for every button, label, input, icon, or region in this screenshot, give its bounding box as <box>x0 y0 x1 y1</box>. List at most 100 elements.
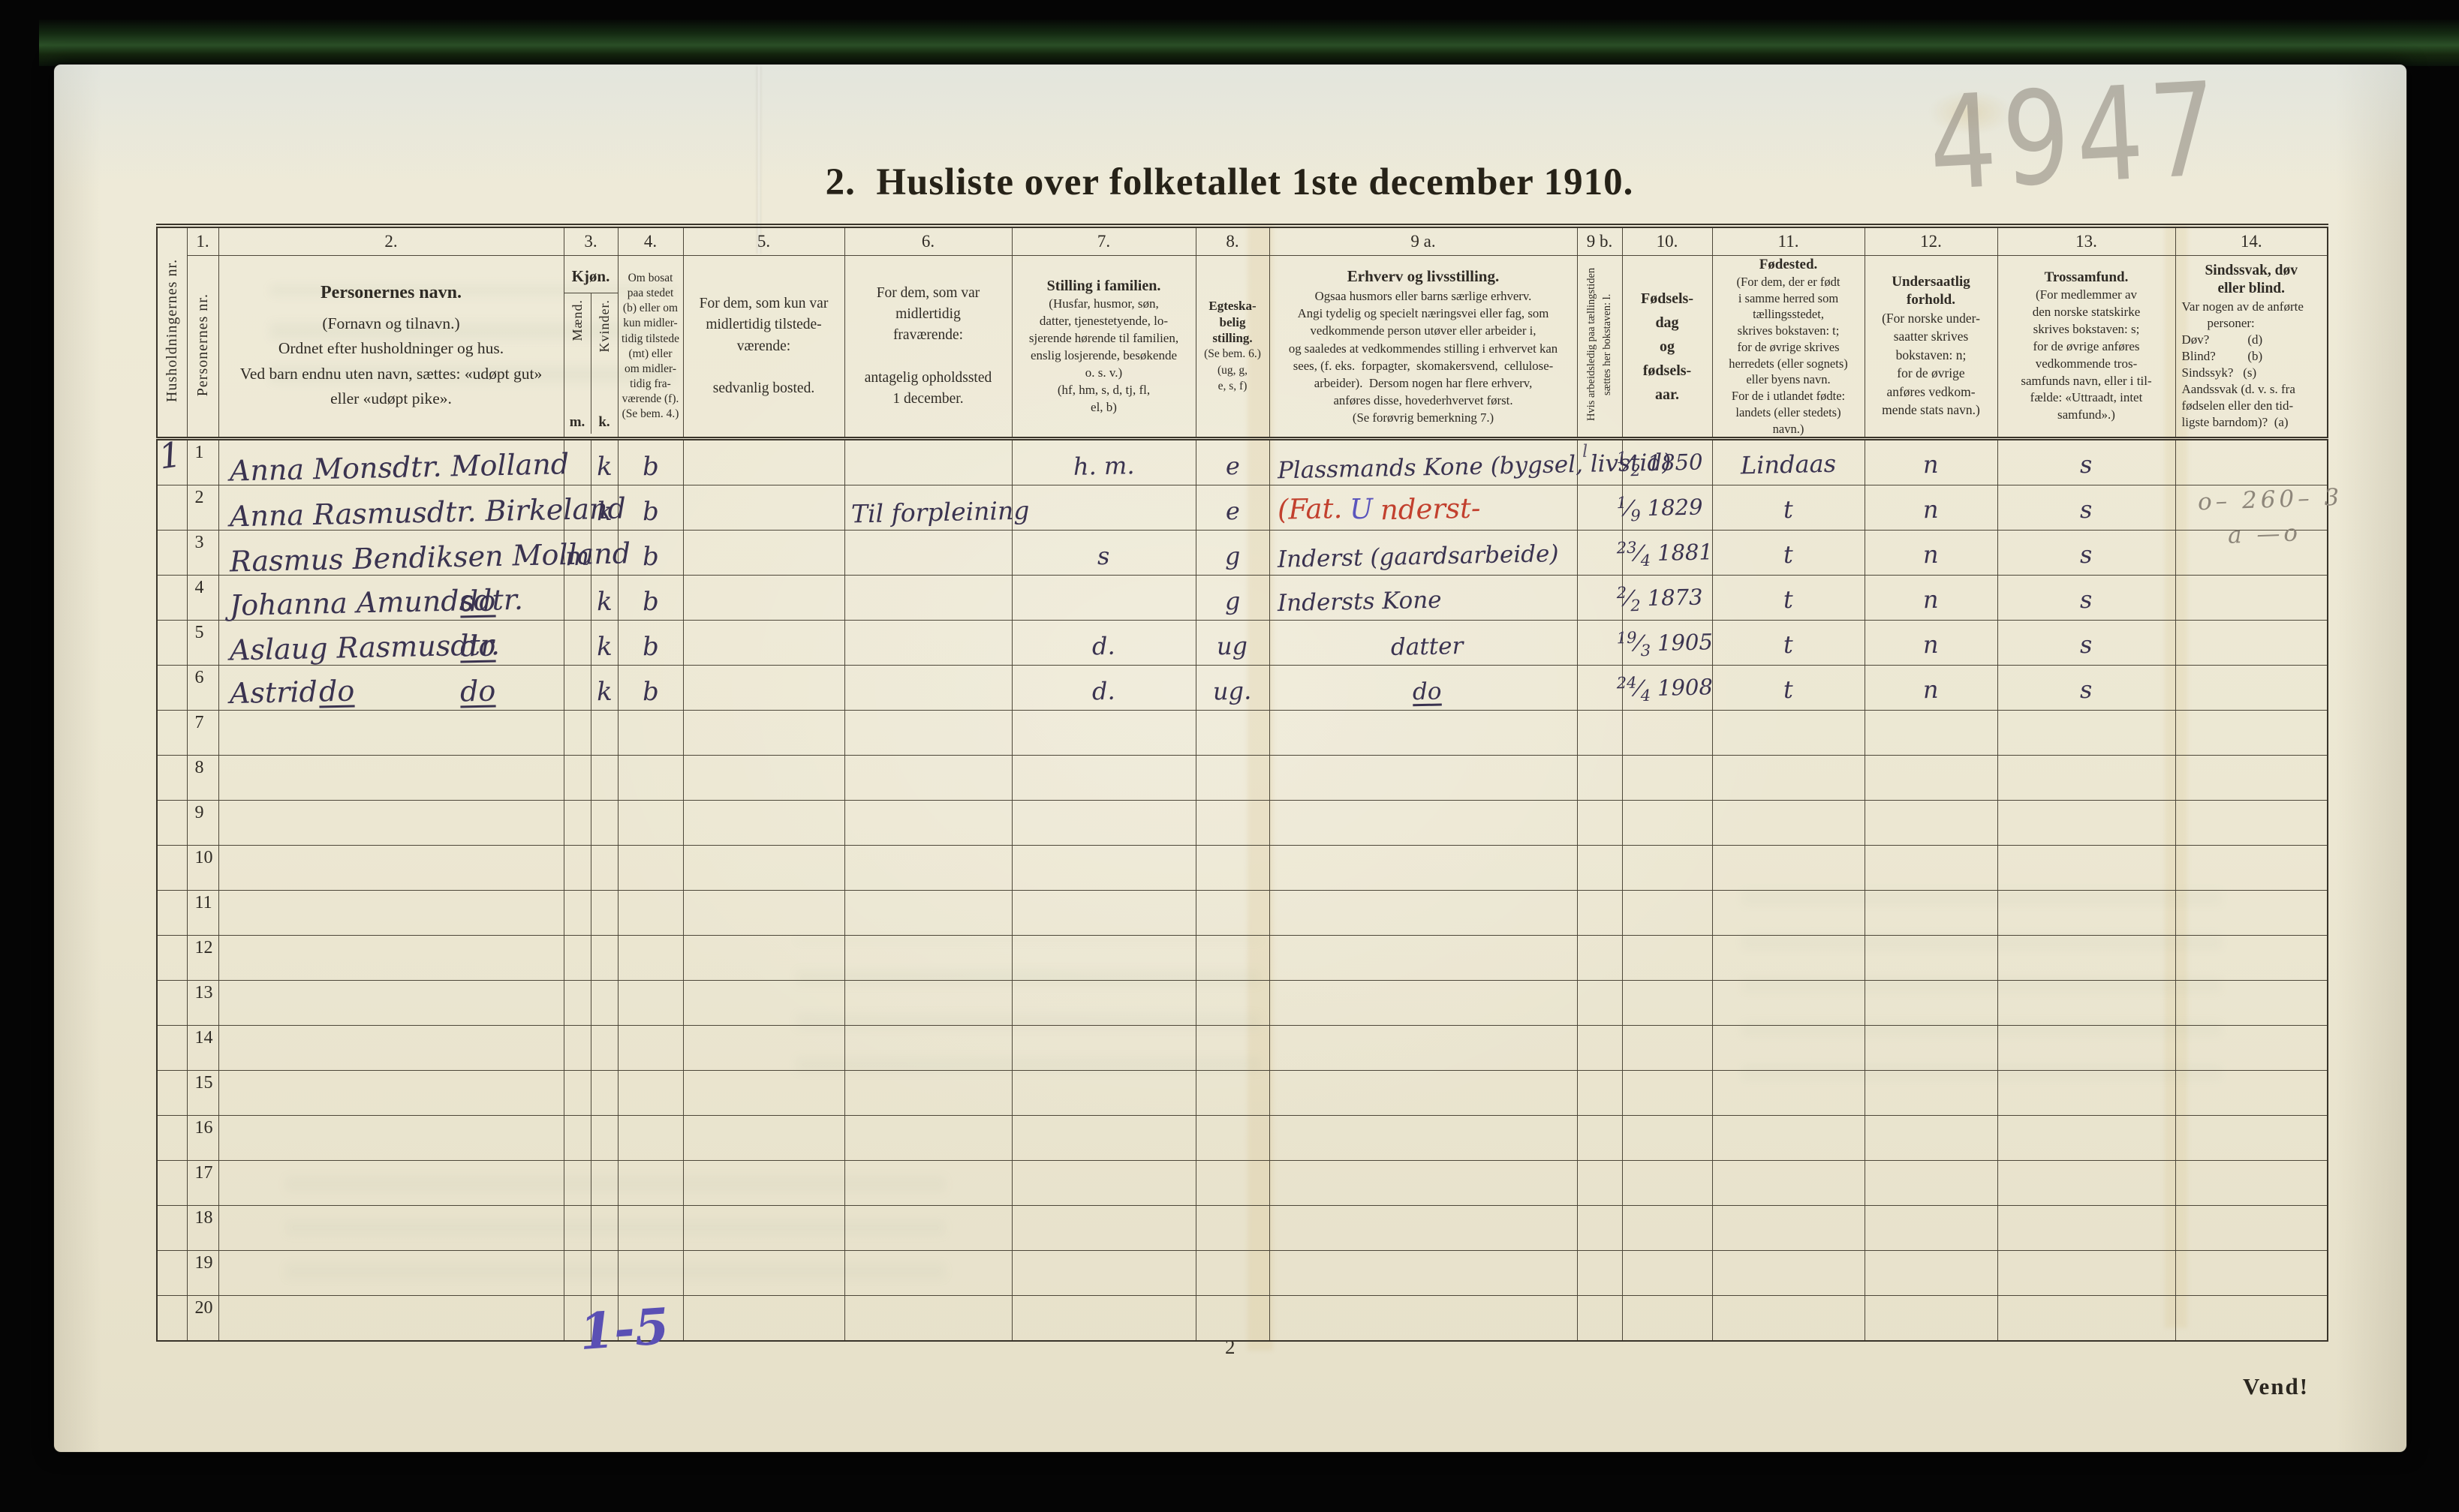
row-number: 14 <box>194 1028 213 1048</box>
cell-c7-row-18 <box>1011 1205 1196 1252</box>
cell-c9b-row-10 <box>1576 845 1623 891</box>
cell-c9b-row-20 <box>1576 1295 1623 1342</box>
table-row-6: 6 Astrid do do k b d. ug. do 24⁄4 1908 t n s <box>156 665 2328 711</box>
cell-c7-row-8 <box>1011 755 1196 801</box>
cell-c6-row-11 <box>844 890 1013 936</box>
cell-c5-row-3 <box>682 530 845 576</box>
header-birthdate: Fødsels- dag og fødsels- aar. <box>1621 254 1713 440</box>
header-disabilities: Sindssvak, døv eller blind. Var nogen av… <box>2175 254 2328 440</box>
cell-c14-row-12 <box>2175 935 2328 981</box>
handwritten-entry: 19⁄3 1905 <box>1615 628 1713 660</box>
cell-c10-row-16 <box>1621 1115 1713 1162</box>
cell-c14-row-7 <box>2175 710 2328 756</box>
header-marital-status-note: (Se bem. 6.) (ug, g, e, s, f) <box>1204 347 1261 393</box>
cell-c13-row-18 <box>1997 1205 2176 1252</box>
cell-k-row-19 <box>590 1250 619 1297</box>
cell-c6-row-13 <box>844 980 1013 1027</box>
handwritten-entry: datter <box>1390 633 1464 662</box>
row-number: 12 <box>194 938 213 958</box>
page-title: 2. Husliste over folketallet 1ste decemb… <box>825 161 1634 203</box>
cell-name-row-4: Johanna Amundsdtr. do <box>218 575 564 622</box>
cell-c7-row-1: h. m. <box>1011 438 1196 486</box>
cell-c9a-row-9 <box>1269 800 1578 846</box>
handwritten-entry: k <box>596 452 612 482</box>
header-name-title: Personernes navn. <box>321 283 462 303</box>
header-sex-male: Mænd. m. <box>564 293 591 434</box>
cell-c7-row-16 <box>1011 1115 1196 1162</box>
handwritten-entry: k <box>596 632 612 663</box>
cell-c9a-row-3: Inderst (gaardsarbeide) <box>1269 530 1578 576</box>
header-occupation-title: Erhverv og livsstilling. <box>1347 266 1500 285</box>
cell-c12-row-7 <box>1864 710 1998 756</box>
cell-c7-row-10 <box>1011 845 1196 891</box>
cell-c10-row-2: 1⁄9 1829 <box>1616 485 1713 531</box>
header-religion-title: Trossamfund. <box>2044 269 2129 286</box>
cell-c6-row-19 <box>844 1250 1013 1297</box>
row-number: 4 <box>194 578 204 598</box>
cell-c8-row-17 <box>1195 1160 1270 1207</box>
cell-c4-row-15 <box>617 1070 684 1117</box>
handwritten-entry: 1⁄9 1829 <box>1615 493 1703 525</box>
handwritten-entry: b <box>642 542 659 573</box>
handwritten-entry: n <box>1922 450 1940 479</box>
cell-c9b-row-18 <box>1576 1205 1623 1252</box>
cell-c10-row-12 <box>1621 935 1713 981</box>
cell-c5-row-18 <box>682 1205 845 1252</box>
cell-hh-row-16 <box>156 1115 188 1162</box>
cell-name-row-1: Anna Monsdtr. Molland <box>218 438 569 488</box>
row-number: 2 <box>194 488 204 508</box>
cell-c6-row-7 <box>844 710 1013 756</box>
cell-c12-row-4: n <box>1864 575 1998 621</box>
cell-c12-row-6: n <box>1864 665 1998 711</box>
cell-c14-row-5 <box>2175 620 2328 666</box>
cell-c9a-row-13 <box>1269 980 1578 1027</box>
cell-c14-row-6 <box>2175 665 2328 711</box>
handwritten-entry: e <box>1225 452 1240 481</box>
cell-c10-row-11 <box>1621 890 1713 936</box>
cell-c8-row-4: g <box>1195 575 1270 621</box>
handwritten-entry: s <box>2079 450 2093 479</box>
cell-c6-row-15 <box>844 1070 1013 1117</box>
cell-c8-row-18 <box>1195 1205 1270 1252</box>
cell-c9b-row-13 <box>1576 980 1623 1027</box>
header-male-abbr: m. <box>569 413 585 430</box>
handwritten-entry: g <box>1224 587 1241 616</box>
table-row-1: 1 1 Anna Monsdtr. Molland k b h. m. e Plassmand… <box>156 434 2328 488</box>
cell-c4-row-5: b <box>617 620 684 666</box>
cell-k-row-3 <box>590 530 619 576</box>
cell-hh-row-4 <box>156 575 188 621</box>
pencil-margin-note-line1: o– 260– 3 <box>2197 483 2343 516</box>
cell-nr-row-11: 11 <box>186 890 219 936</box>
cell-c4-row-14 <box>617 1025 684 1072</box>
column-number-6: 6. <box>844 225 1013 256</box>
cell-k-row-4: k <box>590 575 619 621</box>
cell-c10-row-3: 23⁄4 1881 <box>1616 530 1713 576</box>
table-row-3: 3 Rasmus Bendiksen Molland m b s g Inderst (ga… <box>156 530 2328 579</box>
cell-c6-row-18 <box>844 1205 1013 1252</box>
cell-c14-row-17 <box>2175 1160 2328 1207</box>
table-row-4: 4 Johanna Amundsdtr. do k b g Indersts Kone 2⁄2… <box>156 575 2328 622</box>
cell-c10-row-14 <box>1621 1025 1713 1072</box>
column-number-5: 5. <box>682 225 845 256</box>
cell-c10-row-6: 24⁄4 1908 <box>1616 665 1713 711</box>
cell-c12-row-19 <box>1864 1250 1998 1297</box>
table-row-13: 13 <box>156 980 2328 1027</box>
cell-c12-row-17 <box>1864 1160 1998 1207</box>
cell-c13-row-8 <box>1997 755 2176 801</box>
column-number-13: 13. <box>1997 225 2176 256</box>
cell-c14-row-4 <box>2175 575 2328 621</box>
header-absent-location: For dem, som var midlertidig fraværende:… <box>844 254 1013 440</box>
handwritten-entry: b <box>642 452 659 482</box>
table-row-2: 2 Anna Rasmusdtr. Birkeland k b Til forplein… <box>156 485 2328 534</box>
cell-c4-row-20 <box>617 1295 684 1342</box>
cell-c5-row-19 <box>682 1250 845 1297</box>
cell-name-row-15 <box>218 1070 564 1117</box>
handwritten-entry: do <box>1412 678 1442 706</box>
cell-c12-row-15 <box>1864 1070 1998 1117</box>
header-religion-note: (For medlemmer av den norske statskirke … <box>2021 287 2152 422</box>
cell-c14-row-8 <box>2175 755 2328 801</box>
cell-c12-row-10 <box>1864 845 1998 891</box>
cell-c4-row-4: b <box>617 575 684 621</box>
cell-c8-row-20 <box>1195 1295 1270 1342</box>
